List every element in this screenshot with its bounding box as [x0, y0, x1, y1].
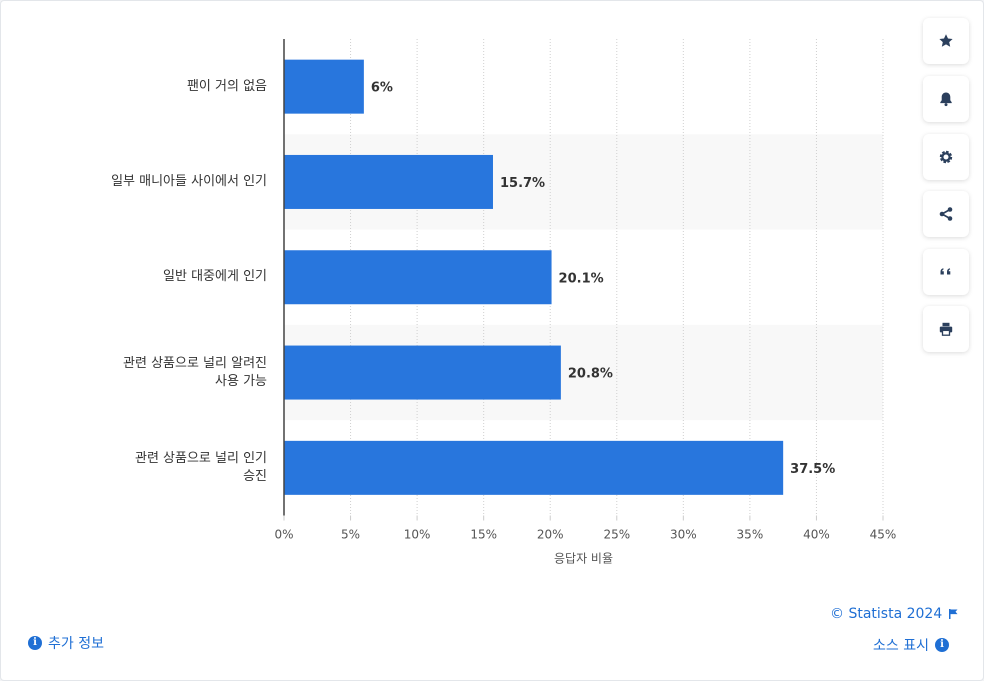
more-info-link[interactable]: i 추가 정보 — [28, 633, 104, 653]
settings-button[interactable] — [923, 134, 969, 180]
category-label: 일부 매니아들 사이에서 인기 — [111, 173, 267, 189]
x-tick-label: 25% — [603, 528, 630, 542]
bar-value-label: 6% — [371, 81, 393, 96]
bar-value-label: 15.7% — [500, 176, 545, 191]
x-tick-label: 15% — [470, 528, 497, 542]
bell-icon — [940, 92, 952, 107]
favorite-button[interactable] — [923, 18, 969, 64]
bar — [284, 440, 784, 495]
info-icon: i — [28, 636, 42, 650]
bar — [284, 345, 561, 400]
quote-icon — [940, 268, 951, 275]
x-axis-title: 응답자 비율 — [554, 552, 613, 566]
category-label: 팬이 거의 없음 — [186, 78, 267, 94]
print-button[interactable] — [923, 306, 969, 352]
copyright-text: © Statista 2024 — [830, 606, 943, 622]
category-label: 관련 상품으로 널리 인기 승진 — [135, 450, 267, 484]
x-tick-label: 45% — [870, 528, 897, 542]
flag-icon — [949, 609, 958, 619]
x-tick-label: 10% — [404, 528, 431, 542]
x-tick-label: 40% — [803, 528, 830, 542]
x-tick-label: 0% — [274, 528, 293, 542]
bar — [284, 59, 364, 114]
bar-chart: 6% 15.7% 20.1% 20.8% 37.5% 0% 5% 10% 15% 20% 25% 30… — [274, 39, 897, 566]
x-tick-label: 20% — [537, 528, 564, 542]
bar-value-label: 20.1% — [559, 271, 604, 286]
share-icon — [939, 207, 953, 221]
notification-button[interactable] — [923, 76, 969, 122]
bar-value-label: 20.8% — [568, 367, 613, 382]
show-source-label: 소스 표시 — [873, 638, 929, 654]
cite-button[interactable] — [923, 249, 969, 295]
statista-copyright[interactable]: © Statista 2024 — [830, 606, 959, 622]
x-tick-label: 35% — [737, 528, 764, 542]
x-tick-label: 5% — [341, 528, 360, 542]
bar — [284, 154, 493, 209]
more-info-label: 추가 정보 — [48, 636, 104, 652]
share-button[interactable] — [923, 191, 969, 237]
show-source-link[interactable]: 소스 표시 i — [873, 635, 949, 655]
category-label: 관련 상품으로 널리 알려진 사용 가능 — [123, 355, 267, 389]
category-label: 일반 대중에게 인기 — [163, 269, 267, 285]
x-tick-label: 30% — [670, 528, 697, 542]
bar-value-label: 37.5% — [790, 462, 835, 477]
info-icon: i — [934, 638, 949, 652]
bar — [284, 250, 552, 305]
print-icon — [939, 322, 953, 336]
gear-icon — [939, 150, 953, 164]
star-icon — [939, 34, 953, 47]
